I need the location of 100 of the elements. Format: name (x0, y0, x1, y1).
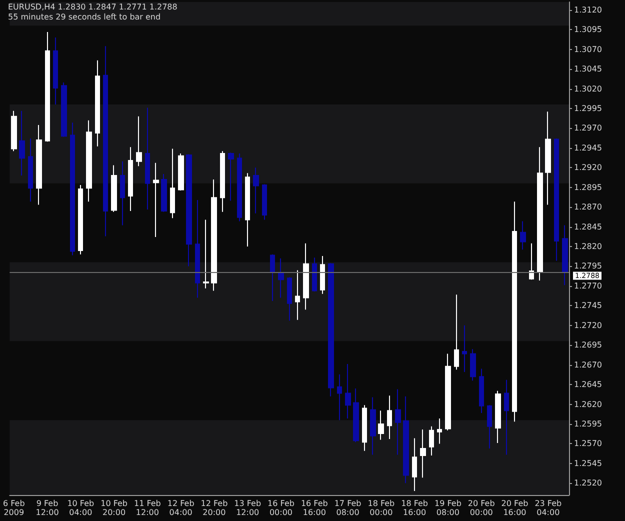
candlestick (512, 201, 517, 422)
candlestick (136, 116, 142, 167)
candlestick (36, 124, 42, 206)
y-tick-label: 1.3070 (574, 44, 602, 54)
candlestick (220, 150, 225, 212)
candlestick (237, 152, 242, 222)
y-tick-label: 1.2695 (574, 340, 602, 350)
candlestick (445, 353, 451, 431)
candlestick (270, 254, 275, 302)
x-tick-label: 11 Feb 12:00 (134, 499, 161, 517)
candlestick (562, 224, 568, 286)
y-tick-label: 1.3120 (574, 5, 602, 14)
candlestick (262, 184, 267, 220)
x-tick-label: 16 Feb 16:00 (300, 499, 328, 517)
candlestick (86, 120, 92, 202)
candlestick (370, 396, 376, 456)
y-tick-label: 1.3095 (574, 25, 602, 34)
y-tick-label: 1.2745 (574, 301, 602, 310)
candlestick (195, 199, 200, 298)
candlestick (529, 242, 534, 280)
candlestick (412, 438, 417, 492)
candlestick (178, 152, 184, 192)
y-tick-label: 1.2595 (574, 420, 602, 429)
candlestick (103, 46, 108, 237)
y-tick-label: 1.2920 (574, 163, 602, 172)
candlestick (203, 219, 209, 289)
candlestick (111, 164, 117, 212)
candlestick (312, 257, 317, 292)
x-tick-label: 9 Feb 12:00 (36, 499, 59, 517)
candlestick (403, 396, 409, 484)
x-tick-label: 18 Feb 16:00 (401, 499, 428, 517)
y-tick-label: 1.3020 (574, 84, 602, 94)
candlestick (320, 255, 325, 294)
x-tick-label: 17 Feb 08:00 (334, 499, 362, 517)
x-tick-label: 16 Feb 00:00 (268, 499, 294, 517)
y-tick-label: 1.2895 (574, 182, 602, 192)
candlestick (387, 395, 392, 440)
candlestick (145, 107, 150, 210)
candlestick (345, 364, 351, 419)
candlestick (61, 82, 67, 138)
x-tick-label: 20 Feb 16:00 (501, 499, 528, 517)
candlestick (504, 379, 509, 456)
y-tick-label: 1.2520 (574, 478, 602, 488)
x-tick-label: 20 Feb 00:00 (468, 499, 495, 517)
candlestick (328, 262, 334, 397)
candlestick (253, 167, 259, 214)
candlestick (211, 178, 217, 292)
y-tick-label: 1.2945 (574, 143, 602, 152)
candlestick (19, 110, 25, 176)
x-tick-label: 13 Feb 12:00 (234, 499, 262, 517)
candlestick (495, 390, 501, 444)
candlestick (53, 36, 58, 106)
candlestick (128, 146, 133, 212)
candlestick (245, 172, 250, 248)
y-tick-label: 1.2970 (574, 124, 602, 133)
candlestick (554, 138, 559, 262)
candlestick (95, 60, 100, 147)
candlestick (161, 173, 167, 212)
y-tick-label: 1.2770 (574, 281, 602, 290)
y-tick-label: 1.2995 (574, 104, 602, 113)
candlestick (45, 31, 50, 142)
y-tick-label: 1.2620 (574, 400, 602, 409)
y-tick-label: 1.2845 (574, 222, 602, 232)
candlestick (70, 122, 75, 256)
y-tick-label: 1.2795 (574, 262, 602, 271)
candlestick (479, 368, 484, 414)
y-tick-label: 1.2570 (574, 439, 602, 448)
candlestick (170, 148, 175, 219)
candlestick (420, 429, 426, 478)
y-tick-label: 1.2645 (574, 380, 602, 390)
candlestick (520, 220, 526, 250)
candlestick (11, 110, 17, 152)
x-tick-label: 10 Feb 04:00 (67, 499, 94, 517)
candlestick (228, 152, 234, 202)
candlestick (462, 324, 467, 372)
candlestick (78, 184, 83, 255)
y-tick-label: 1.2545 (574, 458, 602, 468)
candlestick (353, 388, 359, 443)
candlestick (362, 404, 367, 452)
candlestick (487, 404, 492, 449)
x-tick-label: 12 Feb 20:00 (200, 499, 228, 517)
candlestick (454, 294, 459, 370)
candlestick (28, 138, 33, 202)
candlestick (395, 388, 401, 456)
candlestick (278, 258, 284, 298)
candlestick (545, 111, 551, 206)
y-tick-label: 1.3045 (574, 64, 602, 74)
candlestick (153, 162, 159, 238)
y-tick-label: 1.2870 (574, 202, 602, 212)
y-tick-label: 1.2720 (574, 320, 602, 330)
candlestick (537, 146, 543, 281)
candlestick (287, 276, 292, 322)
candlestick (303, 242, 309, 310)
candlestick (186, 154, 192, 267)
x-tick-label: 12 Feb 04:00 (167, 499, 194, 517)
candlestick (295, 270, 300, 320)
x-tick-label: 6 Feb 2009 (2, 499, 25, 517)
candlestick (437, 418, 442, 444)
y-tick-label: 1.2670 (574, 360, 602, 370)
chart-title: EURUSD,H4 1.2830 1.2847 1.2771 1.2788 (8, 2, 178, 12)
